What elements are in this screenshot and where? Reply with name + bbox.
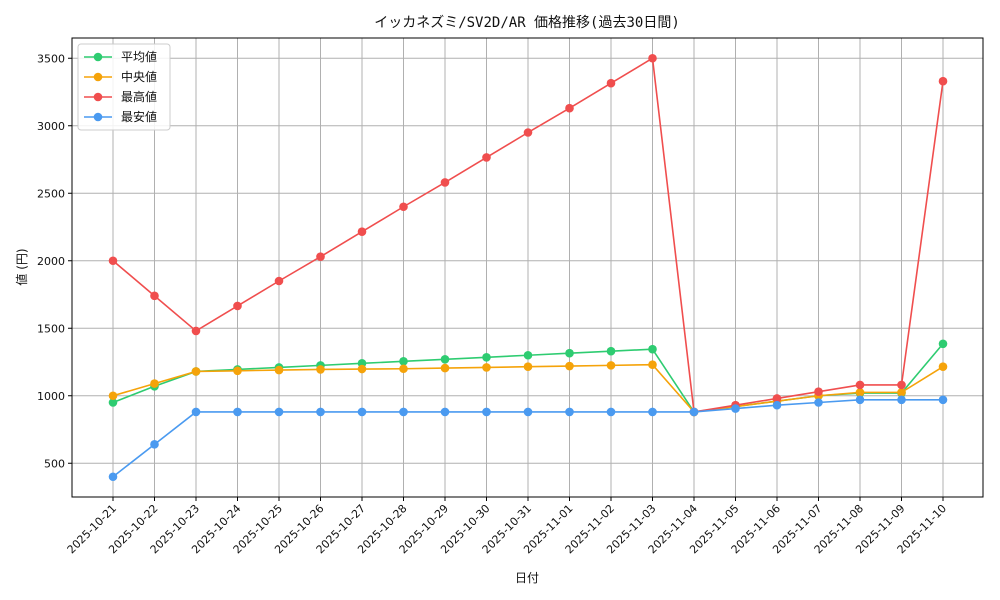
data-point <box>772 394 782 403</box>
data-point <box>108 391 118 401</box>
data-point <box>648 407 657 417</box>
legend-item: 平均値 <box>84 49 157 64</box>
data-point <box>523 128 533 137</box>
series-4 <box>108 395 948 482</box>
data-point <box>938 395 948 405</box>
legend-item: 中央値 <box>84 69 157 84</box>
data-point <box>150 379 159 388</box>
y-ticks: 500 1000 1500 2000 2500 3000 3500 <box>37 52 72 470</box>
data-point <box>855 388 865 397</box>
data-point <box>897 380 906 390</box>
data-point <box>523 362 533 372</box>
data-point <box>316 365 325 374</box>
data-point <box>357 227 367 237</box>
data-point <box>565 348 574 358</box>
legend-marker <box>93 112 103 122</box>
data-point <box>150 291 159 301</box>
legend-label: 平均値 <box>121 49 157 64</box>
series-2 <box>108 360 948 417</box>
data-point <box>897 388 906 397</box>
data-point <box>565 407 574 417</box>
data-point <box>482 407 491 417</box>
data-point <box>191 407 201 417</box>
data-point <box>565 103 574 113</box>
data-point <box>606 361 616 370</box>
data-point <box>274 407 284 417</box>
data-point <box>108 256 118 266</box>
data-point <box>938 339 948 349</box>
legend-label: 中央値 <box>121 69 157 84</box>
data-point <box>523 350 533 360</box>
data-point <box>772 400 782 410</box>
data-point <box>274 276 284 286</box>
data-point <box>440 407 450 417</box>
legend-item: 最高値 <box>84 89 157 104</box>
data-point <box>648 53 657 63</box>
data-point <box>191 326 201 336</box>
data-point <box>565 361 574 371</box>
series-layer <box>108 53 948 482</box>
legend-item: 最安値 <box>84 109 157 124</box>
data-point <box>482 153 491 162</box>
data-point <box>357 364 367 374</box>
data-point <box>938 76 948 86</box>
data-point <box>731 404 740 413</box>
x-ticks: 2025-10-212025-10-222025-10-232025-10-24… <box>65 497 949 556</box>
data-point <box>440 178 450 187</box>
data-point <box>316 407 325 417</box>
legend-box <box>77 43 171 131</box>
legend-marker <box>93 72 103 82</box>
y-tick-label: 1500 <box>37 322 65 335</box>
series-3 <box>108 53 948 417</box>
data-point <box>316 252 325 261</box>
data-point <box>855 395 865 405</box>
data-point <box>399 364 408 374</box>
data-point <box>482 363 491 372</box>
data-point <box>233 301 242 311</box>
legend-marker <box>93 52 103 62</box>
data-point <box>814 398 823 407</box>
data-point <box>897 395 906 405</box>
data-point <box>150 440 159 449</box>
data-point <box>523 407 533 417</box>
x-axis-label: 日付 <box>515 571 539 585</box>
data-point <box>938 362 948 372</box>
y-tick-label: 2500 <box>37 187 65 200</box>
data-point <box>399 202 408 212</box>
data-point <box>191 367 201 376</box>
data-point <box>108 398 118 407</box>
data-point <box>274 365 284 375</box>
data-point <box>689 407 699 417</box>
data-point <box>855 380 865 390</box>
data-point <box>233 366 242 376</box>
data-point <box>108 472 118 482</box>
y-tick-label: 2000 <box>37 255 65 268</box>
data-point <box>399 407 408 417</box>
y-tick-label: 3500 <box>37 52 65 65</box>
grid <box>72 38 983 497</box>
legend-label: 最高値 <box>121 89 157 104</box>
data-point <box>648 344 657 354</box>
data-point <box>399 357 408 366</box>
data-point <box>233 407 242 417</box>
data-point <box>482 352 491 362</box>
y-tick-label: 1000 <box>37 390 65 403</box>
data-point <box>440 363 450 373</box>
y-axis-label: 値 (円) <box>14 248 29 285</box>
legend-label: 最安値 <box>121 109 157 124</box>
data-point <box>606 346 616 356</box>
legend-marker <box>93 92 103 102</box>
data-point <box>814 387 823 397</box>
y-tick-label: 3000 <box>37 120 65 133</box>
data-point <box>648 360 657 370</box>
data-point <box>357 407 367 417</box>
data-point <box>606 78 616 88</box>
data-point <box>606 407 616 417</box>
chart-title: イッカネズミ/SV2D/AR 価格推移(過去30日間) <box>374 15 680 31</box>
data-point <box>440 355 450 364</box>
y-tick-label: 500 <box>44 457 65 470</box>
